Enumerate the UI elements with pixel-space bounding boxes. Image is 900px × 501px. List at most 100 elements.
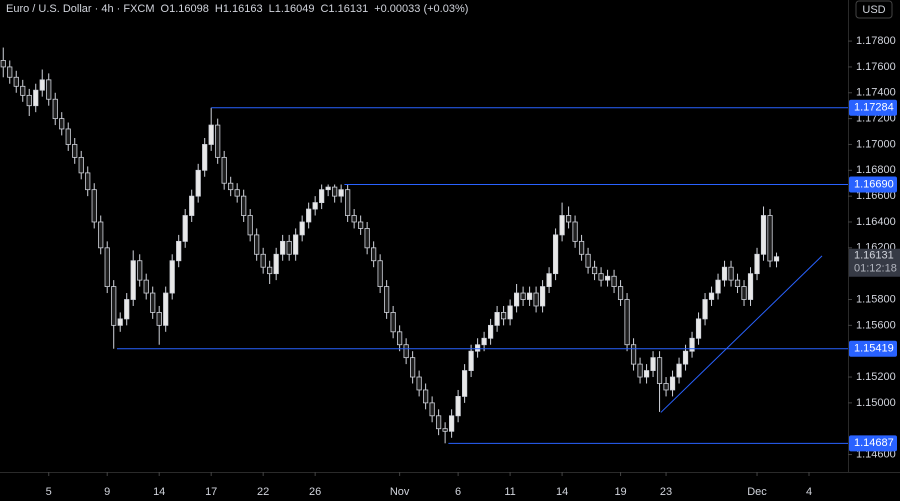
candle-body [682, 350, 689, 365]
x-tick-label: 4 [806, 486, 812, 498]
candle-body [663, 383, 669, 391]
y-tick-label: 1.17600 [856, 61, 896, 73]
candle-body [416, 376, 422, 391]
candle-body [104, 247, 110, 287]
candle-body [397, 331, 403, 346]
candle-body [325, 186, 331, 191]
y-tick-label: 1.17400 [856, 87, 896, 99]
candle-body [747, 273, 754, 300]
x-tick-label: Dec [747, 486, 767, 498]
candle-body [280, 240, 286, 255]
candle-body [202, 144, 208, 171]
level-tag [849, 340, 897, 357]
candle-body [260, 253, 266, 268]
candle-body [552, 234, 559, 275]
candle-body [39, 79, 45, 91]
x-tick-label: 17 [205, 486, 217, 498]
level-label: 1.14687 [854, 437, 894, 449]
candle-body [286, 240, 292, 255]
candle-body [72, 144, 78, 158]
candle-body [85, 172, 91, 191]
candle-body [572, 221, 578, 242]
level-tag [849, 99, 897, 116]
x-tick-label: Nov [390, 486, 410, 498]
last-price: 1.16131 [854, 250, 894, 262]
header: Euro / U.S. Dollar · 4h · FXCM O1.16098 H1… [6, 3, 468, 15]
candle-body [436, 415, 442, 430]
candle-body [130, 260, 136, 300]
candle-body [462, 370, 468, 397]
candle-body [319, 189, 325, 203]
candle-body [247, 215, 253, 236]
candle-body [475, 344, 481, 352]
candle-body [611, 275, 617, 287]
candle-body [254, 234, 260, 255]
candle-body [669, 376, 676, 391]
candle-body [13, 76, 19, 87]
candle-body [26, 94, 32, 107]
candle-body [507, 305, 513, 320]
candle-body [501, 312, 507, 320]
level-label: 1.17284 [854, 102, 894, 114]
candle-body [59, 118, 65, 130]
candle-body [221, 156, 227, 184]
candle-body [182, 215, 188, 242]
candle-body [676, 363, 682, 378]
candle-body [7, 66, 13, 78]
y-tick-label: 1.15800 [856, 293, 896, 305]
candle-body [702, 299, 708, 320]
level-label: 1.15419 [854, 343, 894, 355]
candle-body [617, 286, 624, 300]
candle-body [442, 428, 448, 432]
ohlc-value: C1.16131 [320, 3, 368, 15]
candle-body [721, 266, 728, 281]
candle-body [637, 363, 643, 378]
candle-body [734, 279, 741, 287]
candle-body [488, 324, 494, 339]
bar-countdown: 01:12:18 [854, 263, 897, 275]
y-tick-label: 1.16400 [856, 216, 896, 228]
candle-body [52, 98, 58, 120]
currency-button[interactable] [855, 0, 893, 19]
candle-body [630, 344, 637, 365]
candle-body [91, 189, 97, 223]
y-tick-label: 1.17000 [856, 138, 896, 150]
x-tick-label: 26 [309, 486, 321, 498]
candle-body [708, 292, 715, 300]
y-tick-label: 1.14600 [856, 448, 896, 460]
candle-body [384, 286, 390, 313]
candle-body [403, 344, 409, 359]
candle-body [481, 337, 487, 346]
x-tick-label: 6 [455, 486, 461, 498]
candle-body [299, 221, 305, 236]
candle-body [715, 279, 721, 294]
trendline [660, 255, 823, 413]
candle-body [650, 357, 656, 371]
candle-body [364, 228, 370, 249]
candle-body [338, 189, 344, 197]
candle-body [390, 312, 396, 333]
candle-body [234, 189, 240, 197]
candle-body [533, 292, 539, 307]
candle-body [176, 240, 182, 262]
y-tick-label: 1.17800 [856, 35, 896, 47]
candle-body [520, 292, 526, 300]
candle-body [345, 189, 351, 216]
x-tick-label: 23 [660, 486, 672, 498]
candle-body [20, 85, 26, 96]
candle-body [773, 256, 780, 262]
x-tick-label: 19 [614, 486, 626, 498]
candle-body [546, 273, 552, 287]
candle-body [143, 279, 149, 294]
currency[interactable]: USD [862, 4, 885, 16]
candle-body [624, 299, 630, 346]
candle-body [78, 156, 84, 174]
level-label: 1.16690 [854, 178, 894, 190]
candle-body [513, 292, 520, 307]
candle-body [695, 318, 702, 339]
candle-body [767, 215, 773, 262]
candle-body [195, 169, 201, 197]
x-tick-label: 9 [104, 486, 110, 498]
